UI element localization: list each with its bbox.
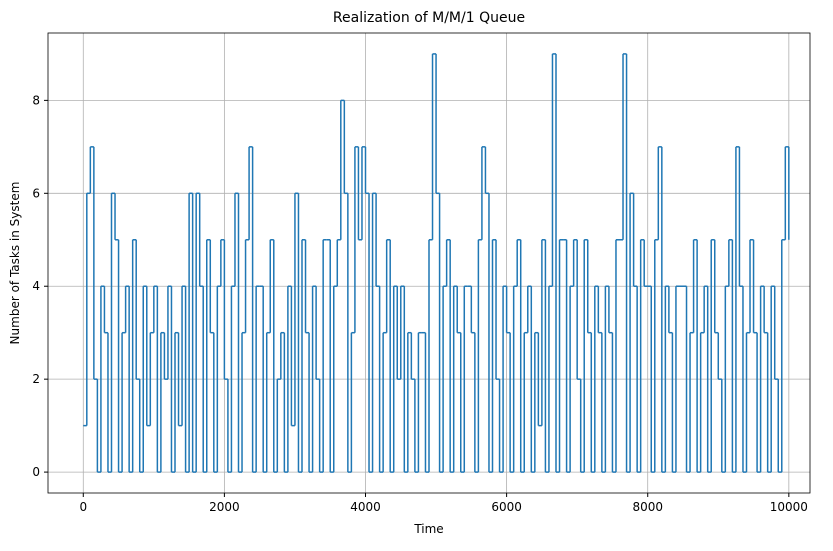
plot-frame bbox=[47, 32, 811, 494]
x-tick-label: 6000 bbox=[491, 500, 522, 514]
x-tick-label: 4000 bbox=[350, 500, 381, 514]
y-tick-label: 4 bbox=[32, 279, 40, 293]
y-tick-label: 8 bbox=[32, 93, 40, 107]
y-tick-label: 0 bbox=[32, 465, 40, 479]
x-tick-label: 2000 bbox=[209, 500, 240, 514]
x-axis-label: Time bbox=[413, 522, 443, 536]
y-tick-label: 6 bbox=[32, 186, 40, 200]
x-tick-label: 8000 bbox=[632, 500, 663, 514]
x-tick-label: 10000 bbox=[770, 500, 808, 514]
y-tick-label: 2 bbox=[32, 372, 40, 386]
chart-title: Realization of M/M/1 Queue bbox=[333, 10, 525, 26]
plot bbox=[83, 53, 790, 473]
ticks: 0 2000 4000 6000 8000 10000 0 2 4 6 8 bbox=[32, 93, 808, 514]
x-tick-label: 0 bbox=[79, 500, 87, 514]
y-axis-label: Number of Tasks in System bbox=[8, 182, 22, 345]
